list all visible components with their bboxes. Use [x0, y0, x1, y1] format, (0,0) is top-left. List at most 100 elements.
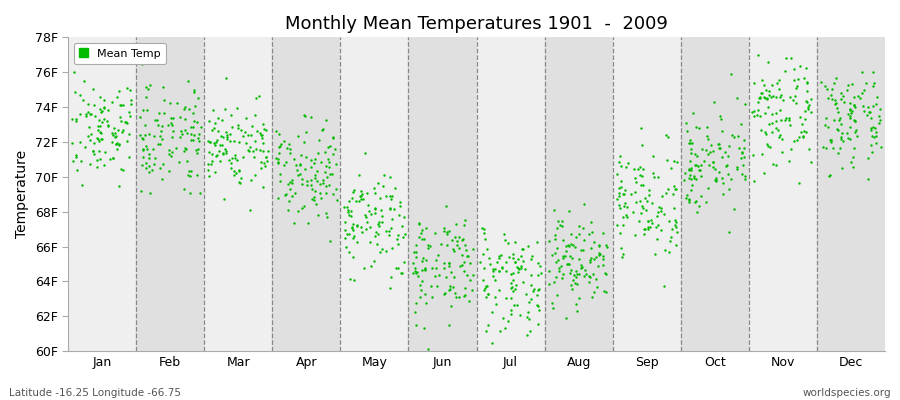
Point: [711, 140, 725, 147]
Point: [843, 115, 858, 121]
Point: [272, 144, 286, 150]
Point: [616, 251, 631, 258]
Point: [841, 130, 855, 136]
Point: [392, 203, 407, 209]
Point: [551, 256, 565, 263]
Point: [612, 158, 626, 165]
Point: [554, 222, 569, 229]
Point: [598, 271, 613, 277]
Point: [345, 224, 359, 231]
Point: [450, 238, 464, 244]
Point: [706, 148, 720, 154]
Point: [647, 250, 662, 257]
Point: [214, 116, 229, 123]
Point: [419, 224, 434, 231]
Point: [432, 271, 446, 278]
Point: [516, 258, 530, 264]
Point: [417, 324, 431, 331]
Point: [510, 301, 525, 308]
Point: [307, 194, 321, 200]
Point: [67, 68, 81, 75]
Point: [209, 153, 223, 159]
Point: [415, 227, 429, 233]
Point: [700, 136, 715, 143]
Point: [406, 270, 420, 276]
Point: [587, 238, 601, 245]
Point: [92, 138, 106, 144]
Point: [561, 260, 575, 267]
Point: [597, 288, 611, 294]
Point: [654, 226, 669, 233]
Point: [113, 118, 128, 124]
Point: [791, 180, 806, 186]
Point: [253, 159, 267, 166]
Point: [694, 173, 708, 179]
Point: [384, 196, 399, 202]
Point: [152, 110, 166, 116]
Point: [726, 134, 741, 141]
Point: [598, 270, 612, 277]
Bar: [340, 37, 409, 351]
Legend: Mean Temp: Mean Temp: [74, 43, 166, 64]
Point: [135, 154, 149, 160]
Point: [576, 201, 590, 208]
Point: [706, 98, 721, 105]
Point: [752, 94, 767, 100]
Point: [344, 208, 358, 214]
Point: [530, 292, 544, 298]
Point: [824, 136, 838, 143]
Point: [101, 106, 115, 113]
Point: [299, 129, 313, 135]
Point: [771, 134, 786, 140]
Point: [346, 235, 360, 242]
Point: [135, 134, 149, 141]
Point: [518, 291, 533, 297]
Point: [716, 180, 730, 186]
Point: [248, 146, 263, 152]
Point: [582, 259, 597, 265]
Point: [824, 86, 839, 92]
Point: [866, 83, 880, 90]
Point: [816, 143, 831, 150]
Point: [575, 247, 590, 253]
Point: [506, 270, 520, 276]
Point: [124, 97, 139, 103]
Point: [868, 128, 883, 135]
Point: [475, 276, 490, 283]
Point: [142, 82, 157, 88]
Point: [644, 200, 659, 206]
Point: [234, 126, 248, 133]
Point: [110, 146, 124, 152]
Point: [817, 122, 832, 128]
Point: [833, 90, 848, 96]
Point: [720, 162, 734, 168]
Point: [122, 131, 136, 138]
Point: [613, 153, 627, 159]
Point: [680, 128, 694, 134]
Point: [291, 208, 305, 214]
Point: [187, 132, 202, 138]
Point: [610, 171, 625, 177]
Point: [371, 179, 385, 186]
Point: [431, 252, 446, 258]
Point: [584, 228, 598, 235]
Point: [801, 105, 815, 112]
Point: [460, 252, 474, 259]
Point: [830, 105, 844, 111]
Point: [486, 265, 500, 272]
Point: [545, 305, 560, 311]
Point: [524, 256, 538, 262]
Point: [146, 146, 160, 152]
Point: [827, 101, 842, 107]
Point: [173, 134, 187, 140]
Point: [158, 96, 172, 103]
Point: [214, 132, 229, 139]
Point: [691, 166, 706, 173]
Point: [831, 109, 845, 115]
Point: [360, 190, 374, 196]
Point: [78, 111, 93, 117]
Point: [771, 76, 786, 83]
Point: [654, 193, 669, 199]
Point: [787, 66, 801, 72]
Point: [205, 106, 220, 113]
